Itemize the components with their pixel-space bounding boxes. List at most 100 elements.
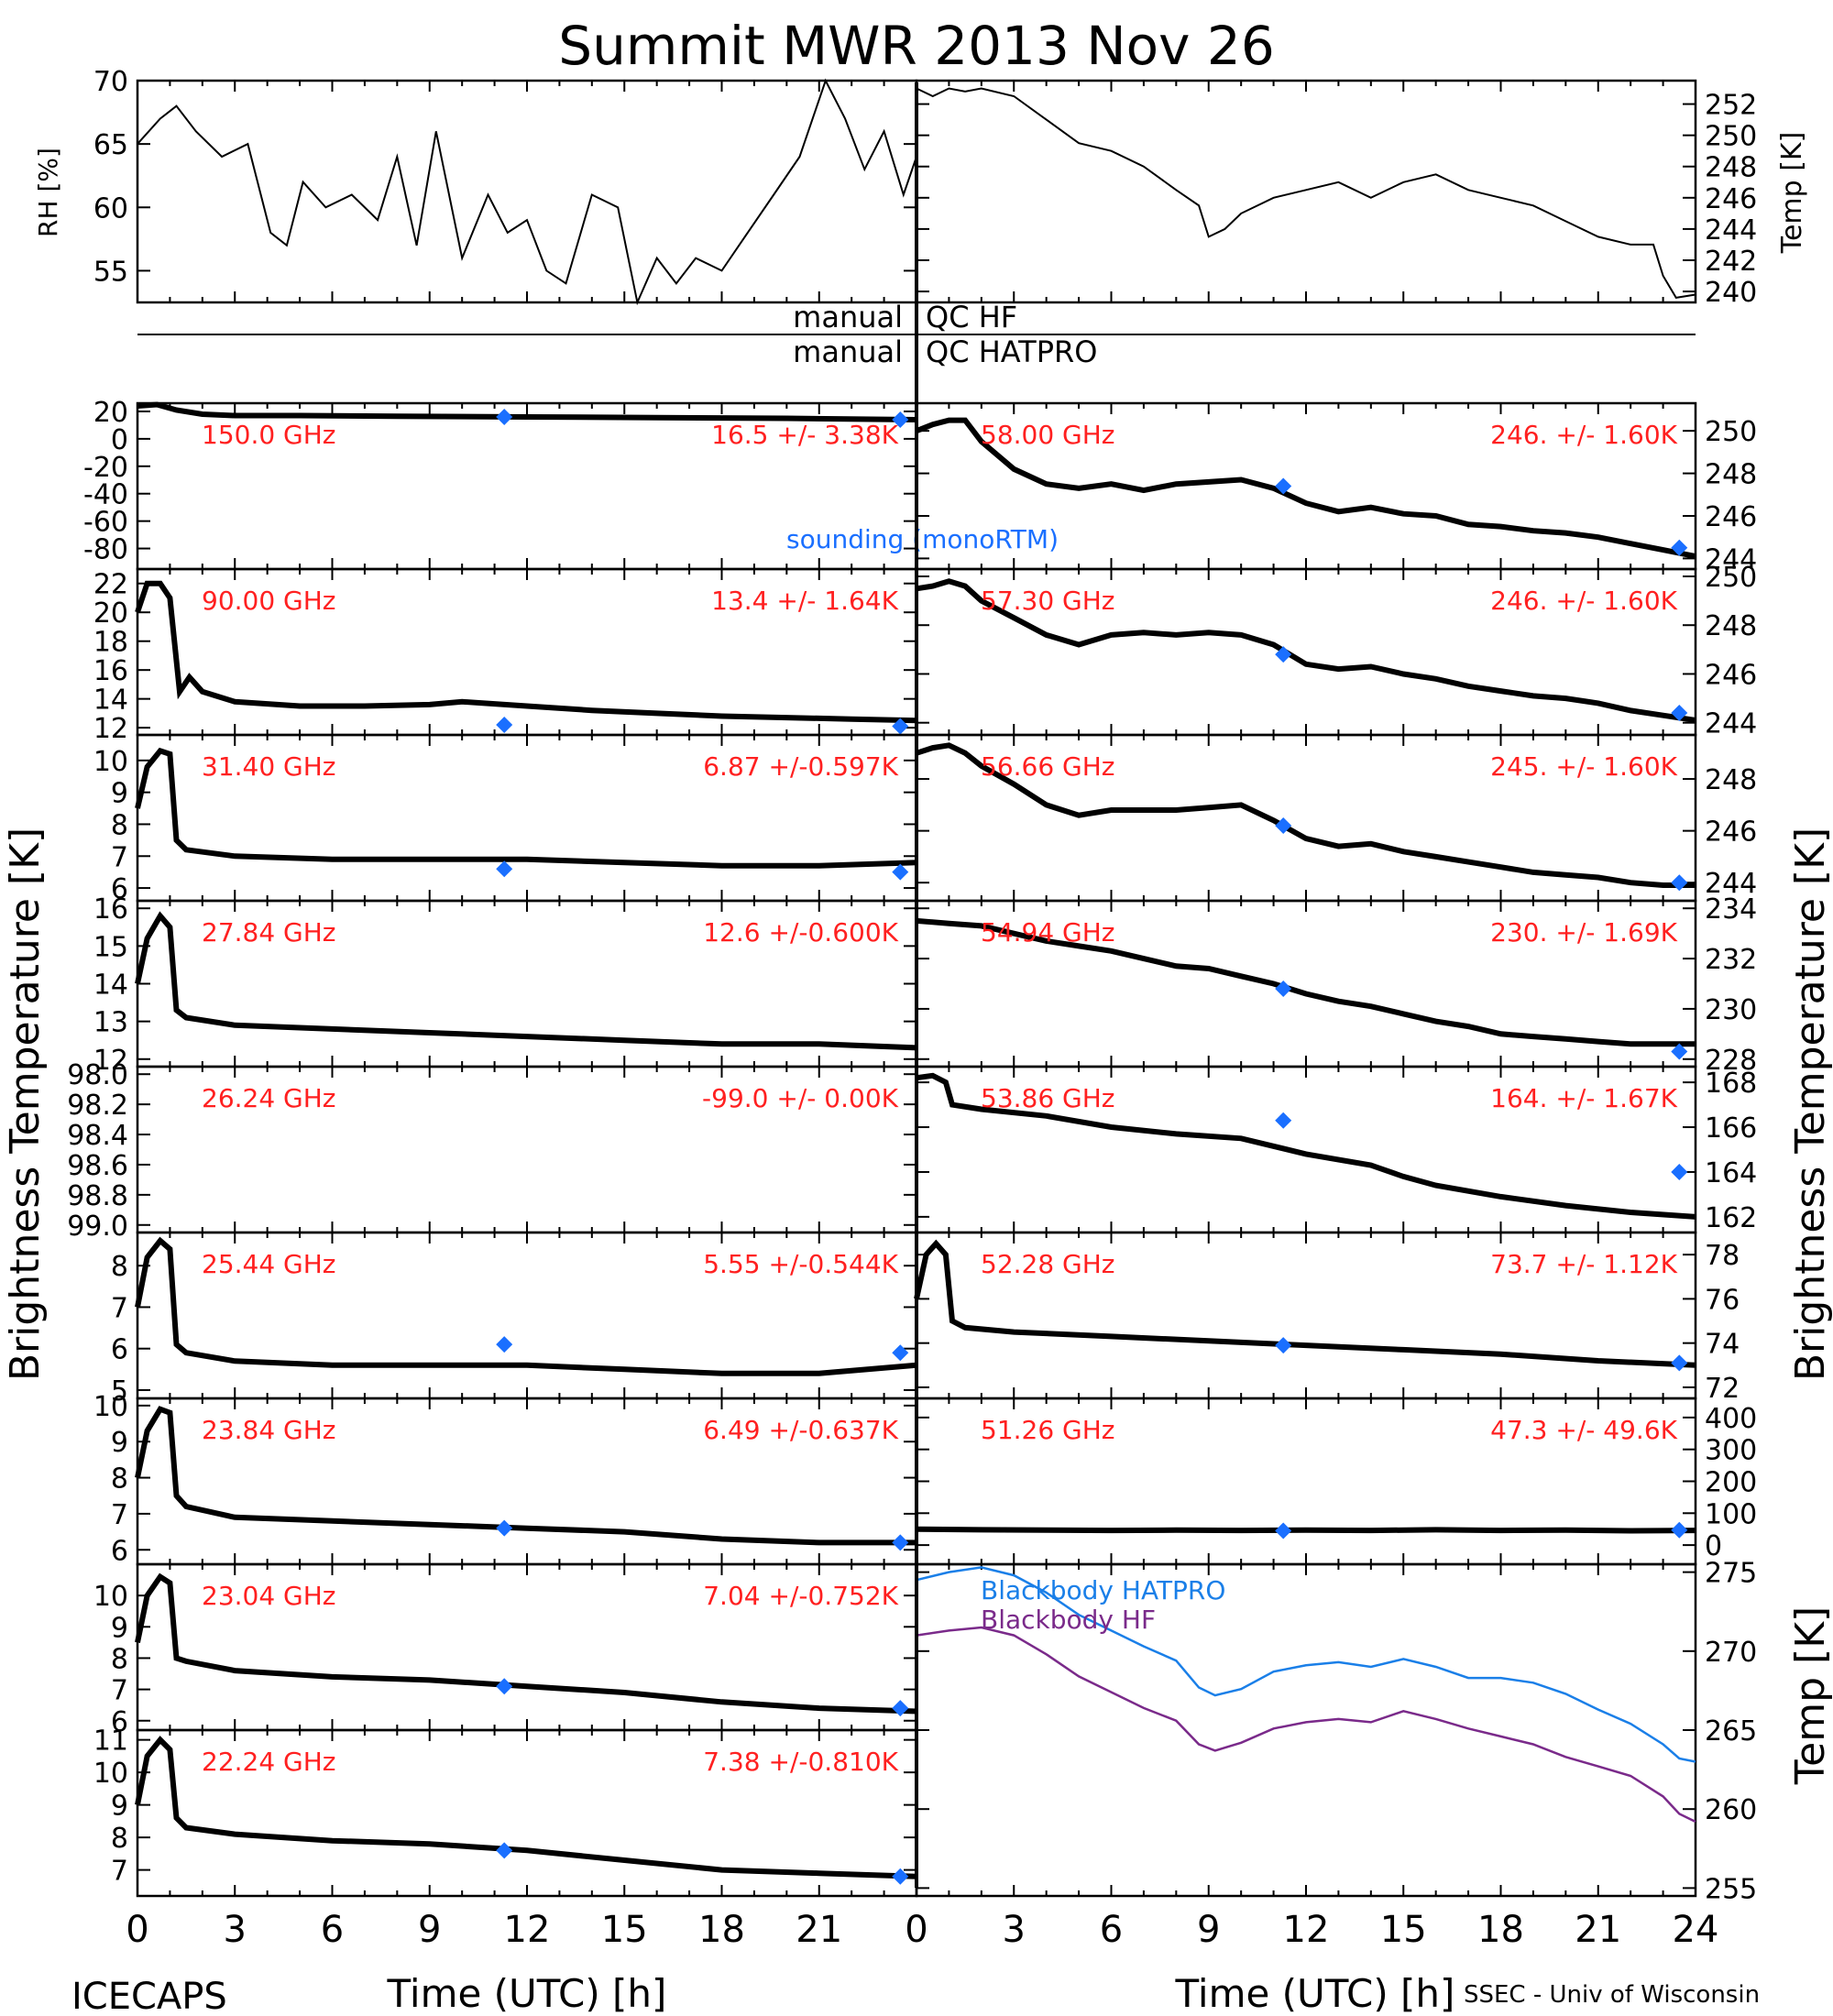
time-axis-label-left: Time (UTC) [h] xyxy=(387,1971,667,2016)
y-tick-label: 6 xyxy=(111,1535,128,1567)
y-tick-label: 9 xyxy=(111,778,128,810)
data-line-ch_2384 xyxy=(135,1406,916,1546)
sounding-marker xyxy=(1671,705,1688,722)
panel-frame-rh xyxy=(136,79,918,304)
sounding-marker xyxy=(496,716,513,733)
y-tick-label: 265 xyxy=(1705,1715,1757,1748)
y-tick-label: 244 xyxy=(1705,868,1757,900)
channel-stats: 47.3 +/- 49.6K xyxy=(1490,1415,1677,1445)
panel-ch_5494: 228 230 232 234 54.94 GHz 230. +/- 1.69K xyxy=(915,893,1757,1077)
channel-stats: 246. +/- 1.60K xyxy=(1490,586,1677,616)
channel-label: 58.00 GHz xyxy=(981,420,1115,450)
y-tick-label: 11 xyxy=(93,1726,128,1758)
y-tick-label: 252 xyxy=(1705,90,1757,122)
sounding-marker xyxy=(892,1868,909,1885)
y-tick-label: 6 xyxy=(111,1706,128,1738)
sounding-marker xyxy=(1275,477,1292,495)
sounding-marker xyxy=(1275,980,1292,997)
x-tick-label: 18 xyxy=(1477,1909,1524,1951)
channel-stats: 245. +/- 1.60K xyxy=(1490,751,1677,782)
y-tick-label: -60 xyxy=(83,507,128,539)
panel-ch_5386: 162 164 166 168 53.86 GHz 164. +/- 1.67K xyxy=(915,1065,1757,1234)
temp-bb-axis-label: Temp [K] xyxy=(1787,1606,1833,1785)
y-tick-label: -40 xyxy=(83,479,128,511)
channel-stats: 73.7 +/- 1.12K xyxy=(1490,1249,1677,1279)
sounding-legend: sounding (monoRTM) xyxy=(786,524,1059,554)
channel-label: 54.94 GHz xyxy=(981,917,1115,948)
x-tick-label: 21 xyxy=(1575,1909,1621,1951)
y-tick-label: 6 xyxy=(111,1334,128,1366)
y-tick-label: 99.0 xyxy=(67,1211,128,1243)
y-tick-label: 0 xyxy=(1705,1530,1722,1562)
channel-label: 51.26 GHz xyxy=(981,1415,1115,1445)
y-tick-label: 7 xyxy=(111,1292,128,1324)
sounding-marker xyxy=(892,718,909,735)
y-tick-label: 248 xyxy=(1705,610,1757,642)
x-tick-label: 0 xyxy=(126,1909,148,1951)
data-line-ch_2224 xyxy=(135,1736,917,1879)
y-tick-label: 14 xyxy=(93,970,128,1002)
y-tick-label: 244 xyxy=(1705,214,1757,247)
y-tick-label: 7 xyxy=(111,841,128,873)
y-tick-label: 60 xyxy=(93,192,128,225)
data-line-ch_2784 xyxy=(135,911,917,1051)
channel-stats: 5.55 +/-0.544K xyxy=(703,1249,898,1279)
y-tick-label: 248 xyxy=(1705,764,1757,796)
data-line-ch_2544 xyxy=(135,1236,917,1376)
y-tick-label: 230 xyxy=(1705,994,1757,1026)
sounding-marker xyxy=(892,1344,909,1362)
channel-label: 53.86 GHz xyxy=(981,1083,1115,1113)
channel-stats: 164. +/- 1.67K xyxy=(1490,1083,1677,1113)
y-tick-label: 8 xyxy=(111,1643,128,1675)
panel-rh: 55 60 65 70 xyxy=(93,66,918,306)
y-tick-label: 7 xyxy=(111,1856,128,1888)
data-line-ch_3140 xyxy=(135,747,917,869)
y-tick-label: 246 xyxy=(1705,816,1757,849)
y-tick-label: 10 xyxy=(93,746,128,778)
channel-stats: 7.04 +/-0.752K xyxy=(703,1581,898,1611)
y-tick-label: 0 xyxy=(111,424,128,456)
bt-right-axis-label: Brightness Temperature [K] xyxy=(1787,827,1833,1381)
y-tick-label: 7 xyxy=(111,1675,128,1707)
y-tick-label: 10 xyxy=(93,1391,128,1423)
series-line-blackbody-hf xyxy=(916,1626,1696,1824)
footer-ssec: SSEC - Univ of Wisconsin xyxy=(1464,1981,1760,2009)
channel-label: 31.40 GHz xyxy=(202,751,336,782)
y-tick-label: 78 xyxy=(1705,1240,1740,1272)
x-tick-label: 9 xyxy=(418,1909,441,1951)
y-tick-label: 244 xyxy=(1705,708,1757,740)
sounding-marker xyxy=(1671,1163,1688,1180)
y-tick-label: 98.8 xyxy=(67,1180,128,1212)
x-tick-label: 6 xyxy=(321,1909,344,1951)
legend-blackbody-hf: Blackbody HF xyxy=(981,1605,1156,1635)
data-line-ch_5800 xyxy=(915,417,1696,560)
channel-stats: -99.0 +/- 0.00K xyxy=(702,1083,899,1113)
y-tick-label: 250 xyxy=(1705,416,1757,448)
y-tick-label: 98.4 xyxy=(67,1120,128,1152)
channel-label: 22.24 GHz xyxy=(202,1747,336,1777)
sounding-marker xyxy=(1671,1043,1688,1060)
data-line-temp_top xyxy=(916,87,1696,299)
panel-ch_2384: 6 78 9 10 23.84 GHz 6.49 +/-0.637K xyxy=(93,1391,918,1567)
y-tick-label: 250 xyxy=(1705,121,1757,153)
y-tick-label: 16 xyxy=(93,655,128,687)
y-tick-label: -20 xyxy=(83,452,128,484)
temp-top-axis-label: Temp [K] xyxy=(1776,132,1808,255)
y-tick-label: 162 xyxy=(1705,1202,1757,1234)
y-tick-label: 260 xyxy=(1705,1794,1757,1826)
data-line-ch_2304 xyxy=(135,1572,917,1715)
y-tick-label: 98.2 xyxy=(67,1090,128,1122)
y-tick-label: 16 xyxy=(93,893,128,926)
channel-label: 57.30 GHz xyxy=(981,586,1115,616)
y-tick-label: 98.6 xyxy=(67,1150,128,1182)
sounding-marker xyxy=(1671,1354,1688,1372)
x-tick-label: 3 xyxy=(224,1909,247,1951)
sounding-marker xyxy=(496,1336,513,1353)
y-tick-label: 22 xyxy=(93,569,128,601)
y-tick-label: 246 xyxy=(1705,183,1757,215)
y-tick-label: 5 xyxy=(111,1375,128,1408)
y-tick-label: 275 xyxy=(1705,1558,1757,1590)
